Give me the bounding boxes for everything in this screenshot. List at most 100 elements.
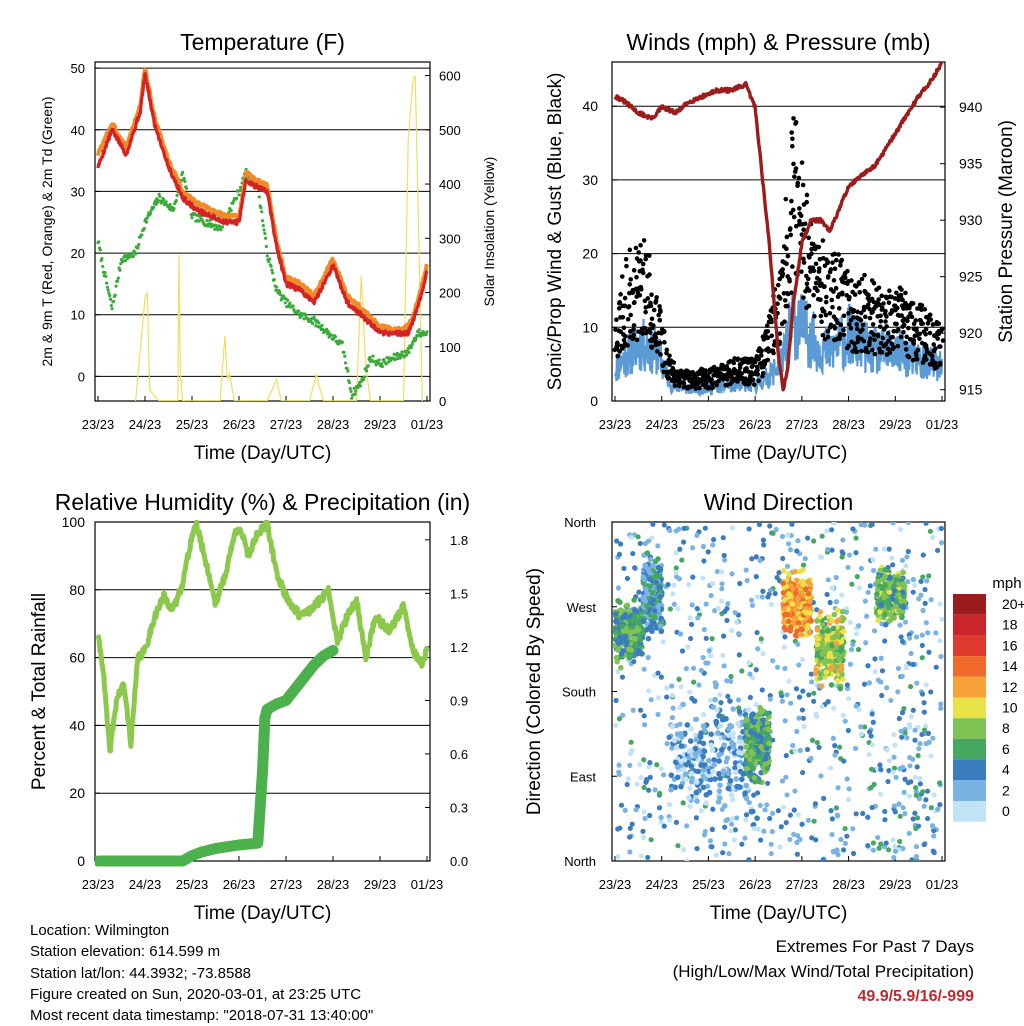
direction-point xyxy=(750,750,756,757)
gust-point xyxy=(622,295,628,301)
direction-point xyxy=(862,522,868,528)
direction-point xyxy=(705,757,712,764)
direction-point xyxy=(901,789,907,795)
direction-point xyxy=(782,718,788,724)
gust-point xyxy=(870,309,875,315)
direction-point xyxy=(787,547,794,553)
direction-point xyxy=(661,772,667,778)
gust-point xyxy=(914,353,919,358)
direction-point xyxy=(651,608,658,614)
direction-point xyxy=(899,638,906,645)
dewpoint-point xyxy=(380,364,384,369)
gust-point xyxy=(623,256,629,262)
direction-point xyxy=(912,774,918,780)
dewpoint-point xyxy=(371,354,375,358)
direction-point xyxy=(673,565,679,571)
gust-point xyxy=(614,317,619,322)
gust-point xyxy=(930,322,936,327)
direction-point xyxy=(648,837,654,843)
gust-point xyxy=(877,346,882,352)
direction-point xyxy=(925,730,932,736)
gust-point xyxy=(936,321,942,326)
direction-point xyxy=(811,690,817,696)
gust-point xyxy=(785,253,791,259)
direction-point xyxy=(684,823,690,829)
gust-point xyxy=(634,274,639,280)
gust-point xyxy=(915,347,921,353)
direction-point xyxy=(668,772,675,778)
direction-point xyxy=(664,741,670,747)
direction-point xyxy=(865,843,871,849)
direction-point xyxy=(825,577,831,583)
y-axis-label: Sonic/Prop Wind & Gust (Blue, Black) xyxy=(545,73,566,391)
direction-point xyxy=(766,735,772,742)
direction-point xyxy=(822,660,828,666)
direction-point xyxy=(720,768,727,775)
direction-point xyxy=(794,601,801,608)
dewpoint-point xyxy=(123,258,128,263)
direction-point xyxy=(735,720,741,727)
dewpoint-point xyxy=(219,228,223,232)
direction-point xyxy=(622,611,629,618)
gust-point xyxy=(904,334,910,340)
direction-point xyxy=(917,781,923,787)
dewpoint-point xyxy=(235,196,239,200)
direction-point xyxy=(714,707,720,713)
gust-point xyxy=(933,346,938,351)
gust-point xyxy=(780,271,786,277)
legend-label: 12 xyxy=(1002,679,1018,695)
direction-point xyxy=(806,629,813,636)
legend-swatch xyxy=(953,801,986,822)
direction-point xyxy=(703,800,710,806)
gust-point xyxy=(829,297,835,303)
direction-point xyxy=(842,718,848,724)
gust-point xyxy=(681,381,687,386)
direction-point xyxy=(783,819,789,826)
dewpoint-point xyxy=(320,323,324,328)
direction-point xyxy=(747,671,753,677)
gust-point xyxy=(811,268,817,274)
direction-point xyxy=(893,576,899,583)
direction-point xyxy=(794,577,800,584)
direction-point xyxy=(657,790,663,796)
direction-point xyxy=(612,611,619,617)
dewpoint-point xyxy=(358,384,363,388)
direction-point xyxy=(684,722,691,728)
direction-point xyxy=(837,685,844,692)
direction-point xyxy=(840,537,846,543)
direction-point xyxy=(641,757,647,763)
direction-point xyxy=(896,801,902,807)
direction-point xyxy=(702,828,708,835)
gust-point xyxy=(860,322,866,328)
dewpoint-point xyxy=(164,200,168,204)
direction-point xyxy=(794,548,800,554)
direction-point xyxy=(743,567,749,573)
direction-point xyxy=(760,717,766,723)
direction-point xyxy=(923,741,929,747)
y-tick-label: North xyxy=(564,854,596,869)
direction-point xyxy=(720,652,726,659)
gust-point xyxy=(830,304,835,310)
direction-point xyxy=(761,828,767,834)
direction-point xyxy=(900,569,906,576)
direction-point xyxy=(626,834,633,840)
direction-point xyxy=(675,843,681,849)
gust-point xyxy=(901,322,907,328)
direction-point xyxy=(815,635,822,642)
gust-point xyxy=(618,292,623,297)
gust-point xyxy=(819,281,824,287)
direction-point xyxy=(626,655,633,661)
direction-point xyxy=(661,823,667,829)
direction-point xyxy=(847,661,854,667)
direction-point xyxy=(746,526,752,532)
dewpoint-point xyxy=(162,198,166,202)
direction-point xyxy=(673,759,679,766)
direction-point xyxy=(676,676,682,682)
direction-point xyxy=(877,791,884,797)
gust-point xyxy=(664,350,669,356)
direction-point xyxy=(780,555,786,562)
direction-point xyxy=(828,618,835,624)
gust-point xyxy=(664,347,670,353)
direction-point xyxy=(900,805,906,811)
